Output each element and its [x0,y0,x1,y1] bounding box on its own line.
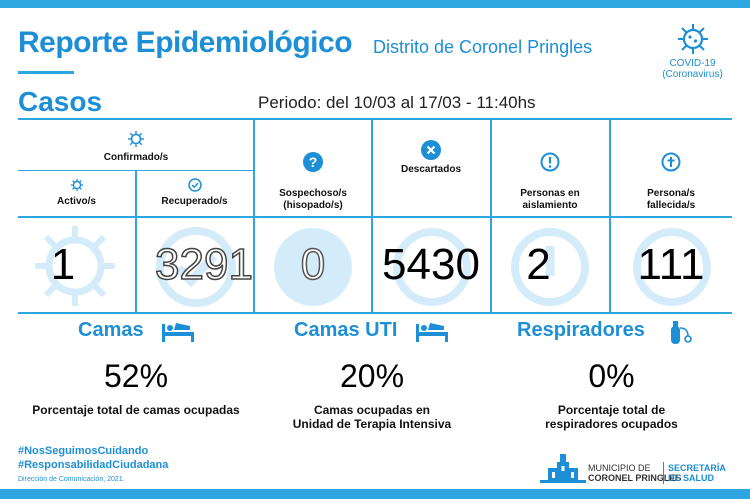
activos-value: 1 [50,240,76,289]
virus-icon [128,131,144,147]
fallecidos-header: Persona/s fallecida/s [610,140,732,212]
descartados-value: 5430 [382,240,480,289]
sospechosos-label: Sospechoso/s (hisopado/s) [279,188,347,211]
question-watermark [274,228,352,306]
sospechosos-header: ? Sospechoso/s (hisopado/s) [254,140,372,212]
bed-icon [416,323,448,342]
camas-uti-value: 20% [339,358,405,394]
confirmados-header: Confirmado/s [18,130,254,164]
municipio-name: MUNICIPIO DE CORONEL PRINGLES [588,463,681,483]
footer-separator [663,462,664,484]
camas-title: Camas [78,319,144,341]
confirmados-label: Confirmado/s [103,152,169,163]
recuperados-label: Recuperado/s [161,196,228,207]
title-underline [18,71,74,74]
check-watermark-icon [156,227,236,307]
cross-icon [661,152,681,172]
cross-watermark-icon [633,228,711,306]
activos-label: Activo/s [57,196,96,207]
municipio-line1: MUNICIPIO DE [588,463,651,473]
col-divider-3 [371,118,373,312]
check-circle-icon [187,178,202,192]
credit-text: Dirección de Comunicación, 2021. [18,476,125,483]
sospechosos-value: 0 [300,239,326,290]
table-top-line [18,118,732,120]
hashtag-responsabilidad-ciudadana: #ResponsabilidadCiudadana [18,459,169,471]
camas-desc: Porcentaje total de camas ocupadas [32,403,240,417]
page-title: Reporte Epidemiológico [18,26,353,59]
col-divider-4 [490,118,492,312]
covid-logo: COVID-19 (Coronavirus) [650,22,735,80]
recuperados-value: 3291 [154,239,253,290]
virus-icon [677,24,708,54]
x-circle-icon [421,140,441,160]
oxygen-tank-icon [671,321,692,344]
respiradores-desc: Porcentaje total de respiradores ocupado… [545,403,678,431]
page-subtitle: Distrito de Coronel Pringles [373,37,593,57]
bottom-accent-bar [0,489,750,499]
question-icon: ? [303,152,323,172]
recuperados-header: Recuperado/s [136,178,253,208]
top-accent-bar [0,0,750,8]
respiradores-value: 0% [588,358,635,394]
municipio-logo-icon [540,454,586,483]
periodo-text: Periodo: del 10/03 al 17/03 - 11:40hs [258,93,536,112]
col-divider-5 [609,118,611,312]
table-bottom-line [18,312,732,314]
aislamiento-value: 2 [526,240,551,289]
exclamation-icon [540,152,560,172]
aislamiento-label: Personas en aislamiento [520,188,580,211]
descartados-header: Descartados [372,140,490,176]
secretaria-line2: DE SALUD [668,473,715,483]
descartados-label: Descartados [400,164,462,175]
col-divider-1 [135,170,137,312]
secretaria-line1: SECRETARÍA [668,463,726,473]
bed-icon [162,323,194,342]
camas-uti-desc: Camas ocupadas en Unidad de Terapia Inte… [292,403,452,431]
camas-uti-title: Camas UTI [294,319,398,341]
municipio-line2: CORONEL PRINGLES [588,473,682,483]
hashtags: #NosSeguimosCuidando #ResponsabilidadCiu… [18,444,168,472]
casos-title: Casos [18,86,103,117]
header-divider-line [18,216,732,218]
fallecidos-label: Persona/s fallecida/s [646,188,696,211]
fallecidos-value: 111 [637,240,705,289]
respiradores-title: Respiradores [517,319,645,341]
hashtag-nos-seguimos-cuidando: #NosSeguimosCuidando [18,445,149,457]
coronavirus-label: (Coronavirus) [662,69,723,80]
virus-watermark-icon [35,226,115,306]
aislamiento-header: Personas en aislamiento [491,140,609,212]
secretaria-name: SECRETARÍA DE SALUD [668,463,726,483]
x-watermark-icon [393,228,471,306]
camas-value: 52% [103,358,169,394]
virus-icon [70,178,83,192]
svg-text:?: ? [309,154,318,170]
covid-label: COVID-19 [669,58,716,69]
exclamation-watermark-icon [511,228,589,306]
activos-header: Activo/s [18,178,135,208]
col-divider-2 [253,118,255,312]
